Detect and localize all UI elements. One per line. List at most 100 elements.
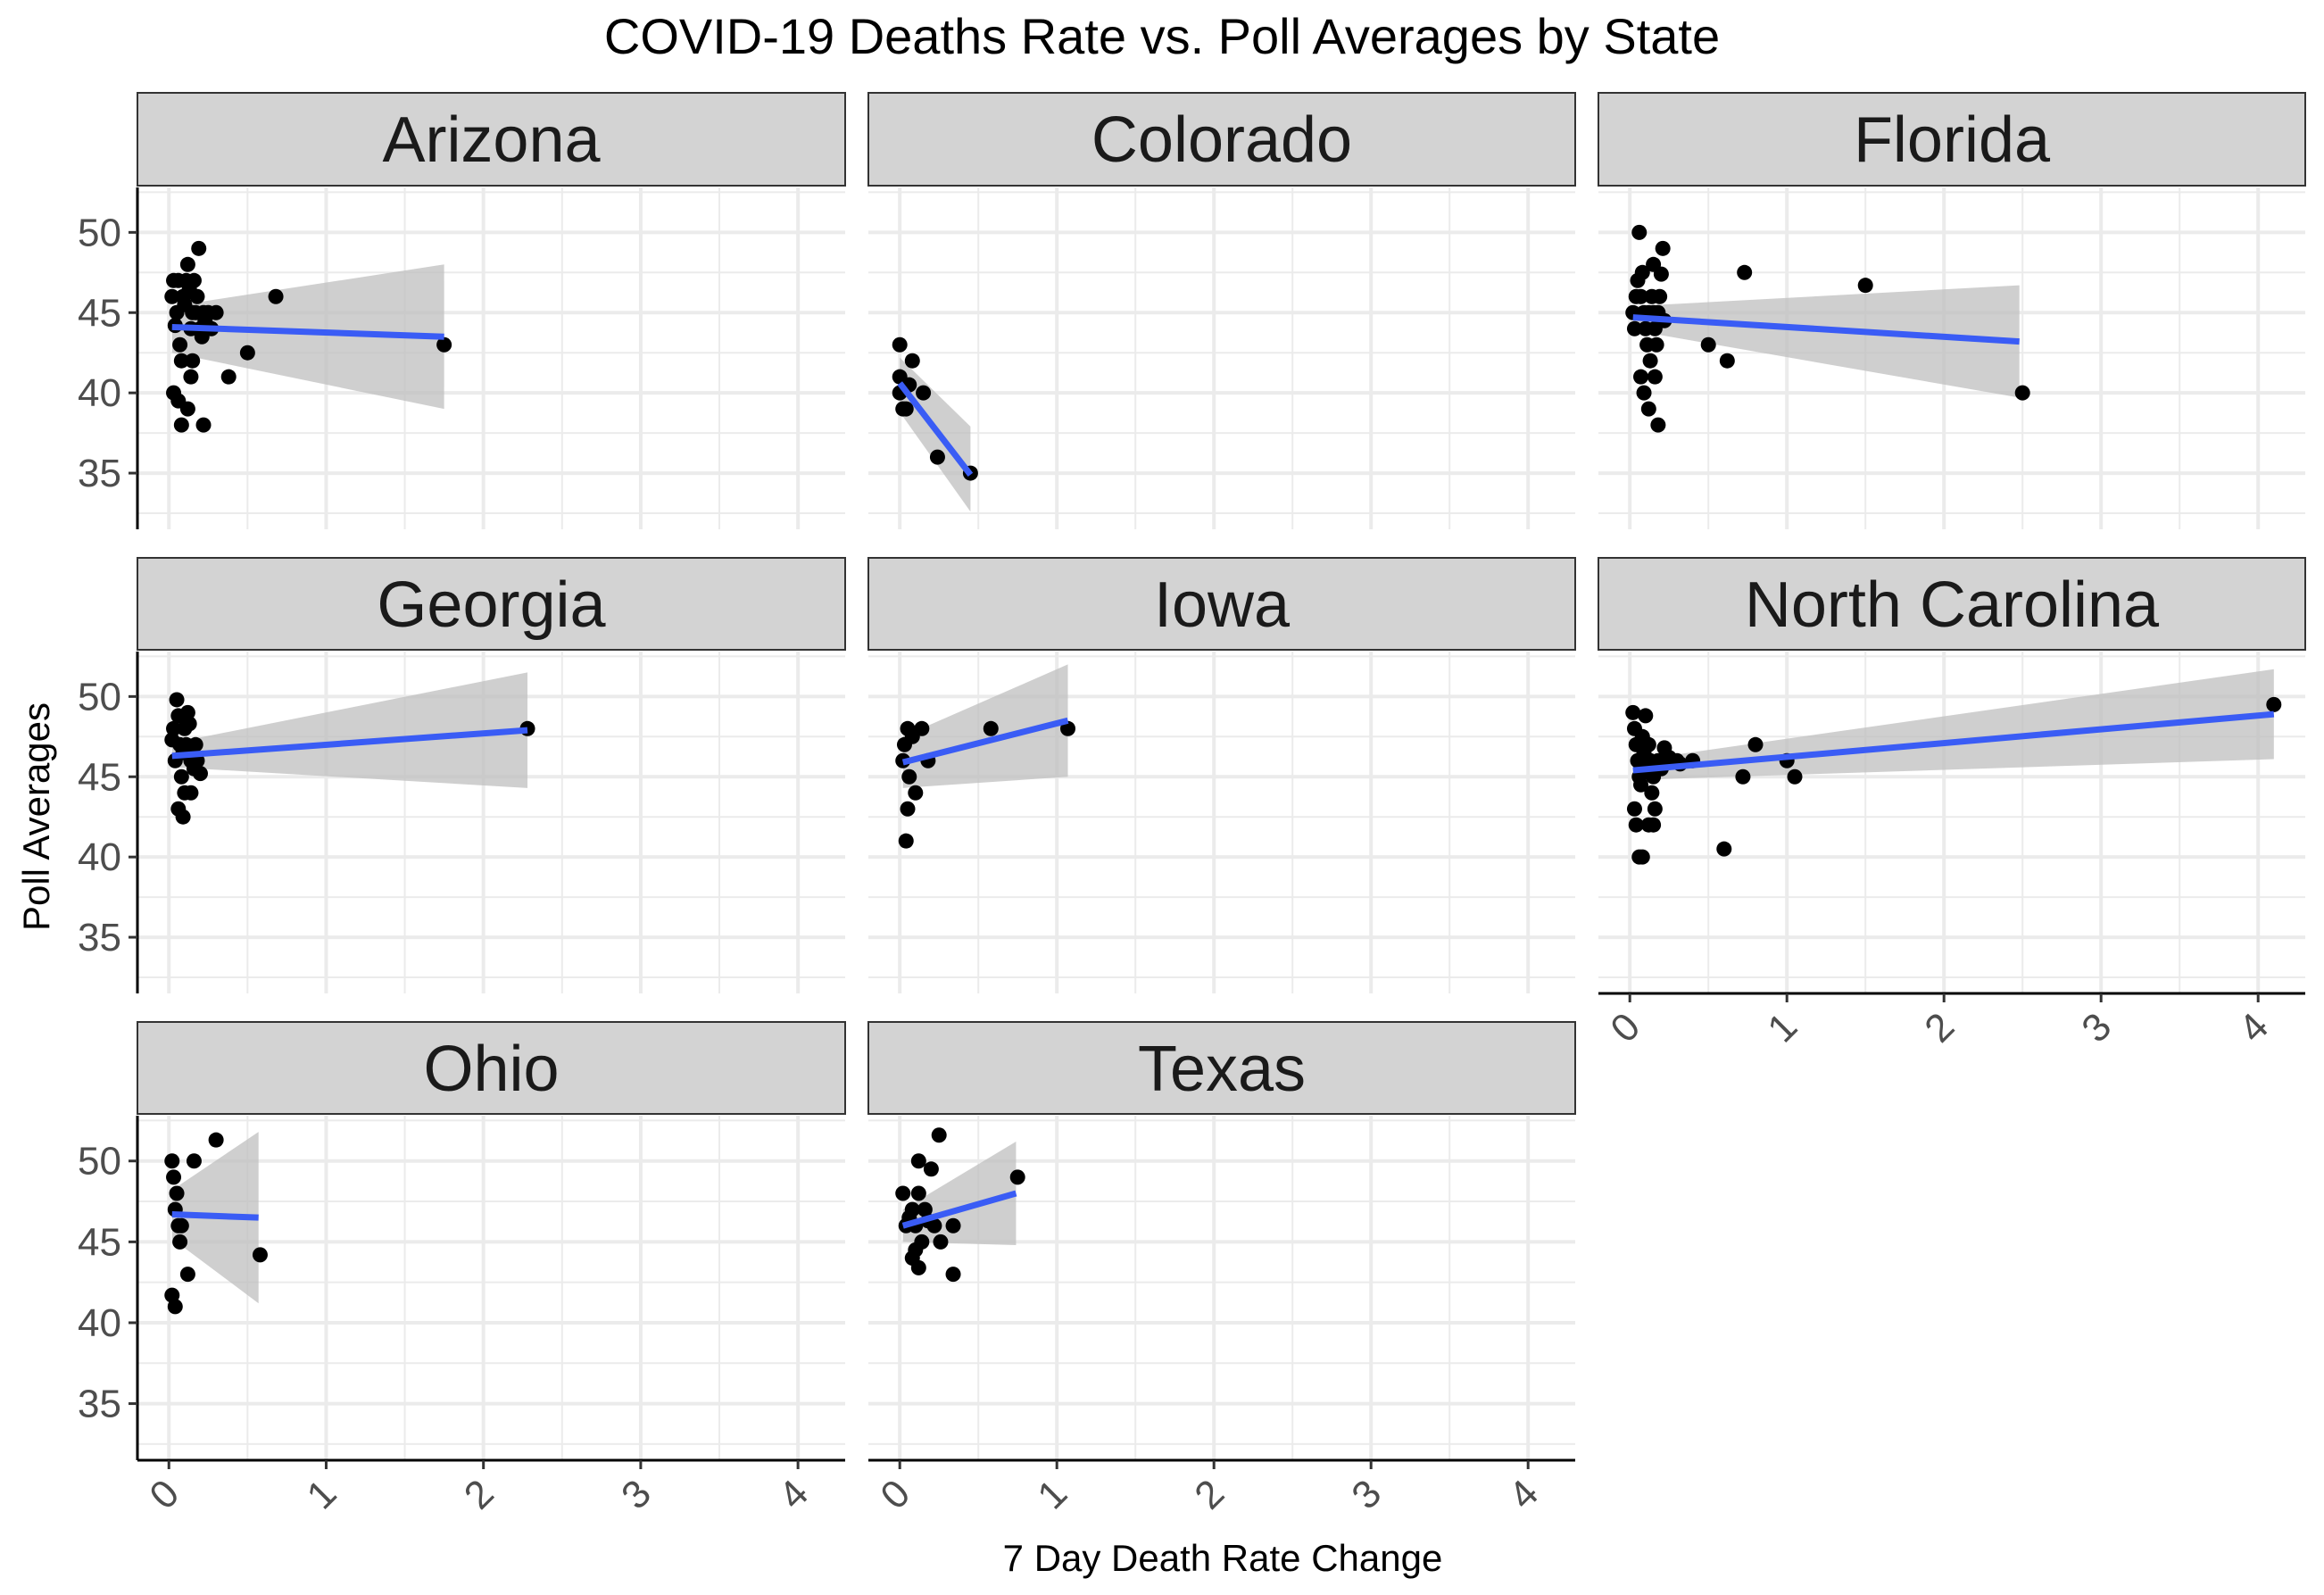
data-point [1737,264,1753,280]
data-point [179,256,195,272]
facet-strip-iowa [867,557,1576,651]
y-tick-label: 35 [78,916,121,959]
data-point [179,401,195,417]
data-point [268,288,284,304]
data-point [239,345,255,361]
x-tick-label: 3 [613,1471,660,1517]
data-point [175,809,191,825]
confidence-band-arizona [171,264,444,410]
data-point [436,336,452,353]
y-tick-label: 45 [78,1220,121,1264]
fit-line-arizona [171,323,444,340]
data-point [1640,736,1656,752]
x-tick-label: 0 [872,1471,918,1517]
data-point [166,1169,182,1185]
y-tick-label: 40 [78,835,121,879]
data-point [173,353,189,369]
data-point [192,766,208,782]
chart-title: COVID-19 Deaths Rate vs. Poll Averages b… [603,8,1721,64]
x-tick-label: 4 [770,1471,817,1517]
data-point [172,1234,188,1250]
data-point [169,692,185,708]
data-point [183,369,199,385]
fit-line-georgia [171,727,528,760]
data-point [164,288,180,304]
y-tick-label: 40 [78,371,121,415]
data-point [1636,385,1652,401]
facet-arizona: Arizona 35 40 45 50 [78,92,846,529]
data-point [173,1217,189,1234]
fit-line-texas [901,1190,1017,1229]
x-tick-label: 1 [1029,1471,1075,1517]
facet-strip-georgia [137,557,846,651]
data-point [983,720,999,736]
x-tick-label: 0 [1602,1004,1648,1051]
data-point [1633,288,1649,304]
y-tick-label: 40 [78,1301,121,1345]
data-point [929,449,945,465]
data-point [1628,817,1644,833]
data-point [186,272,202,288]
data-point [1719,353,1735,369]
data-point [1638,708,1654,724]
x-tick-label: 1 [299,1471,345,1517]
y-tick-label: 35 [78,1383,121,1426]
data-point [1655,240,1671,256]
data-point [169,1185,185,1201]
facet-strip-texas [867,1021,1576,1115]
data-point [167,1299,183,1315]
data-point [900,801,916,817]
x-tick-label: 0 [141,1471,187,1517]
data-point [892,336,908,353]
facet-colorado: Colorado [867,92,1576,529]
data-point [898,833,914,849]
data-point [164,1153,180,1169]
facet-north-carolina: North Carolina 0 1 2 3 4 [1598,557,2306,1051]
data-point [1716,841,1732,857]
data-point [1735,768,1751,785]
data-point [189,288,205,304]
x-tick-label: 4 [1500,1471,1547,1517]
fit-line-florida [1632,314,2020,345]
data-point [1857,278,1873,294]
data-point [1700,336,1716,353]
facet-strip-arizona [137,92,846,187]
facet-label-florida: Florida [1854,104,2051,176]
data-point [931,1127,947,1143]
facet-strip-north-carolina [1598,557,2306,651]
data-point [2014,385,2030,401]
data-point [179,1267,195,1283]
facet-label-north-carolina: North Carolina [1745,569,2160,641]
y-tick-label: 45 [78,755,121,799]
data-point [1642,353,1658,369]
data-point [910,1259,926,1275]
data-point [904,353,920,369]
data-point [1634,849,1650,865]
data-point [195,417,212,433]
data-point [191,240,207,256]
data-point [914,720,930,736]
facet-strip-ohio [137,1021,846,1115]
facet-label-iowa: Iowa [1154,569,1291,641]
x-axis-title: 7 Day Death Rate Change [1003,1537,1443,1579]
data-point [1634,264,1650,280]
data-point [901,768,917,785]
facet-label-ohio: Ohio [423,1034,559,1105]
data-point [1640,401,1656,417]
data-point [926,1217,942,1234]
data-point [908,785,924,801]
data-point [208,304,224,320]
data-point [1625,704,1641,720]
fit-line-colorado [897,381,974,478]
facet-strip-colorado [867,92,1576,187]
confidence-band-north-carolina [1632,669,2274,780]
x-tick-label: 2 [456,1471,502,1517]
data-point [183,785,199,801]
y-tick-label: 35 [78,452,121,495]
data-point [1009,1169,1025,1185]
data-point [185,353,201,369]
data-point [1646,817,1662,833]
data-point [2266,696,2282,712]
data-point [173,417,189,433]
